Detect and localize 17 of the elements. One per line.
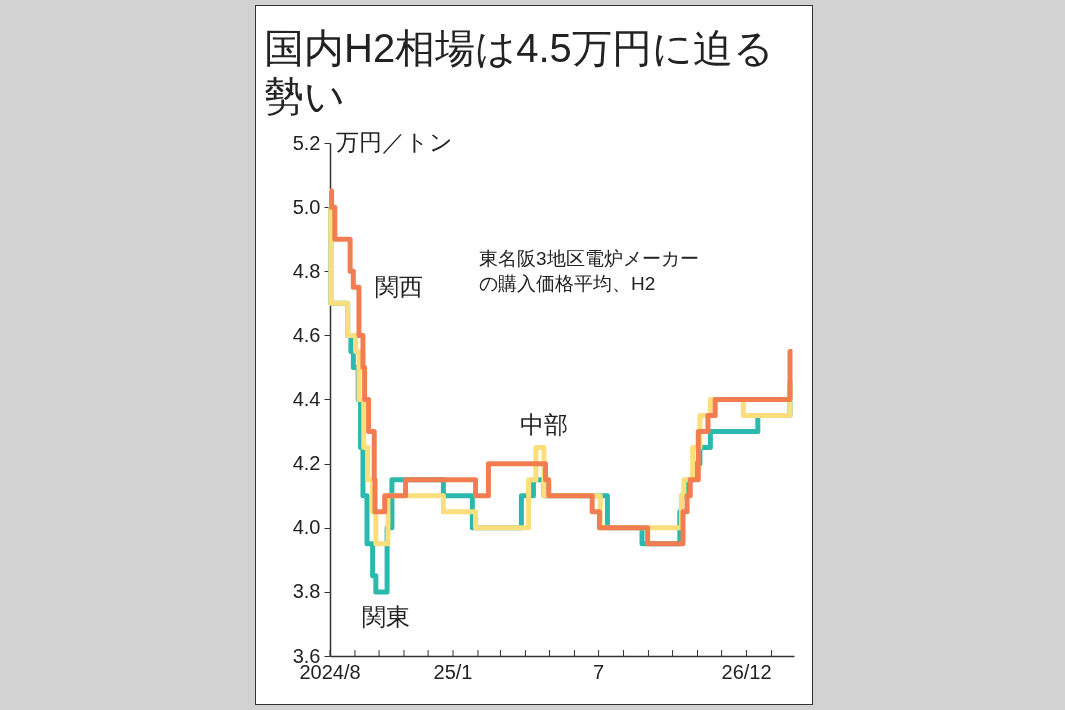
annotation: 東名阪3地区電炉メーカーの購入価格平均、H2: [479, 248, 699, 294]
y-tick-label: 5.0: [292, 195, 321, 218]
y-tick-label: 3.8: [292, 580, 321, 603]
y-tick-label: 4.0: [292, 516, 321, 539]
x-tick-label: 26/12: [721, 661, 772, 683]
y-tick-label: 4.6: [292, 323, 321, 346]
y-axis-title: 万円／トン: [336, 129, 453, 155]
series-label: 中部: [520, 411, 568, 438]
series-label: 関西: [375, 273, 423, 300]
y-tick-label: 4.8: [292, 259, 321, 282]
y-tick-label: 4.4: [292, 388, 321, 410]
y-tick-label: 5.2: [292, 131, 321, 154]
x-tick-label: 7: [593, 661, 605, 683]
y-tick-label: 4.2: [292, 452, 321, 475]
x-tick-label: 25/1: [433, 661, 473, 683]
series-label: 関東: [362, 603, 410, 630]
chart-title: 国内H2相場は4.5万円に迫る勢い: [264, 25, 775, 120]
